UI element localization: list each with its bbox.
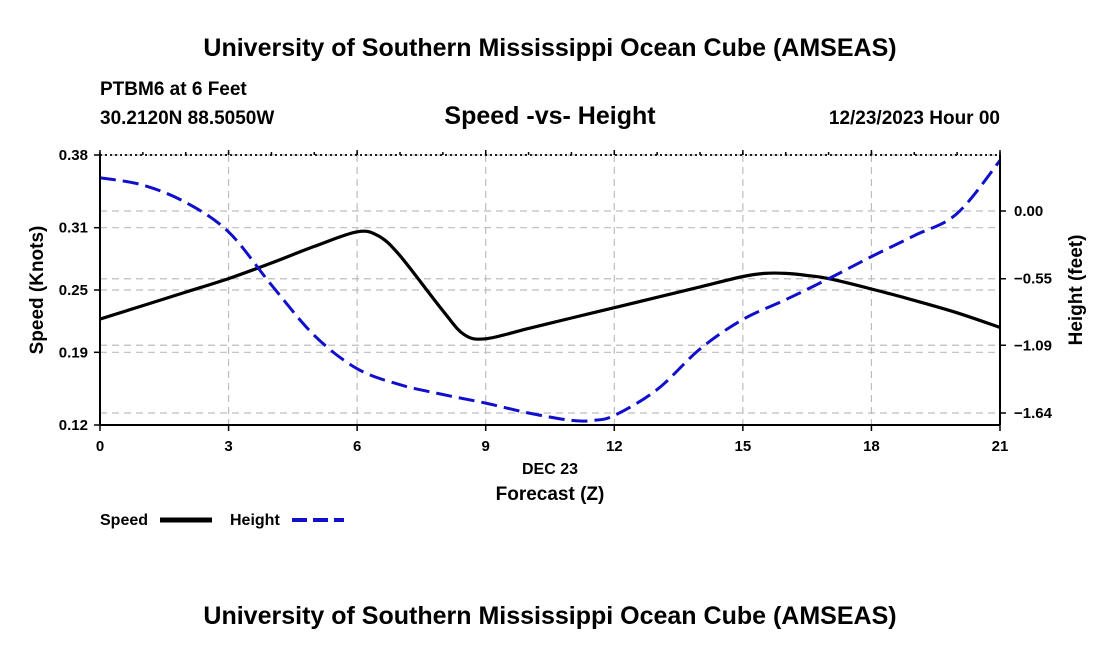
x-tick-label: 12: [606, 438, 623, 455]
x-tick-label: 21: [992, 438, 1009, 455]
left-axis-label: Speed (Knots): [27, 226, 48, 355]
left-tick-label: 0.38: [59, 147, 88, 164]
right-tick-label: 0.00: [1014, 203, 1043, 220]
left-tick-label: 0.25: [59, 282, 88, 299]
left-tick-label: 0.19: [59, 344, 88, 361]
right-axis-label: Height (feet): [1066, 235, 1087, 346]
x-tick-label: 3: [224, 438, 232, 455]
right-tick-label: −1.64: [1014, 405, 1053, 422]
axis-ticks: 0 3 6 9 12 15 18 21 0.12 0.19 0.25 0.31 0.38 0.00 −0.5…: [59, 147, 1053, 455]
station-label: PTBM6 at 6 Feet: [100, 79, 247, 100]
plot-area: [100, 159, 1000, 423]
x-tick-label: 18: [863, 438, 880, 455]
x-tick-label: 0: [96, 438, 104, 455]
legend: Speed Height: [100, 512, 344, 529]
x-axis-date-label: DEC 23: [522, 461, 578, 478]
speed-series-line: [100, 229, 1000, 341]
right-tick-label: −0.55: [1014, 271, 1052, 288]
chart-title: University of Southern Mississippi Ocean…: [203, 34, 896, 62]
left-tick-label: 0.12: [59, 417, 88, 434]
forecast-datetime: 12/23/2023 Hour 00: [829, 108, 1000, 129]
right-tick-label: −1.09: [1014, 337, 1052, 354]
height-series-line: [100, 159, 1000, 423]
x-tick-label: 9: [482, 438, 490, 455]
left-tick-label: 0.31: [59, 220, 88, 237]
station-coordinates: 30.2120N 88.5050W: [100, 108, 274, 129]
footer-title: University of Southern Mississippi Ocean…: [203, 602, 896, 630]
x-axis-label: Forecast (Z): [496, 484, 605, 505]
x-tick-label: 15: [735, 438, 752, 455]
legend-speed-label: Speed: [100, 512, 148, 529]
legend-height-label: Height: [230, 512, 280, 529]
chart-subtitle: Speed -vs- Height: [444, 102, 656, 130]
x-tick-label: 6: [353, 438, 361, 455]
grid-lines: [100, 154, 1000, 425]
